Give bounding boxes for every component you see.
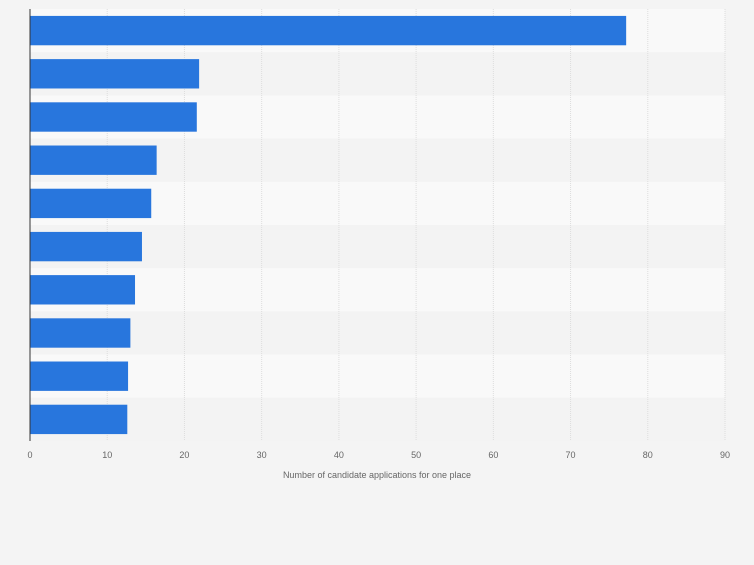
x-tick-label: 10 [102,450,112,460]
bar [30,145,157,175]
row-band [30,397,725,441]
bar [30,275,136,305]
bar [30,59,200,89]
x-tick-label: 30 [257,450,267,460]
x-tick-labels: 0 10 20 30 40 50 60 70 80 90 [27,450,730,460]
bar [30,404,128,435]
x-tick-label: 90 [720,450,730,460]
bar [30,231,142,262]
row-band [30,268,725,312]
x-axis-label: Number of candidate applications for one… [283,470,471,480]
x-tick-label: 80 [643,450,653,460]
bar [30,102,197,132]
x-tick-label: 0 [27,450,32,460]
x-tick-label: 60 [488,450,498,460]
row-band [30,311,725,355]
x-tick-label: 20 [179,450,189,460]
x-tick-label: 70 [566,450,576,460]
bar [30,318,131,348]
bars [30,15,627,435]
x-tick-label: 40 [334,450,344,460]
bar [30,15,627,46]
row-band [30,354,725,398]
bar [30,361,129,391]
row-band [30,225,725,269]
bar [30,188,152,219]
x-tick-label: 50 [411,450,421,460]
